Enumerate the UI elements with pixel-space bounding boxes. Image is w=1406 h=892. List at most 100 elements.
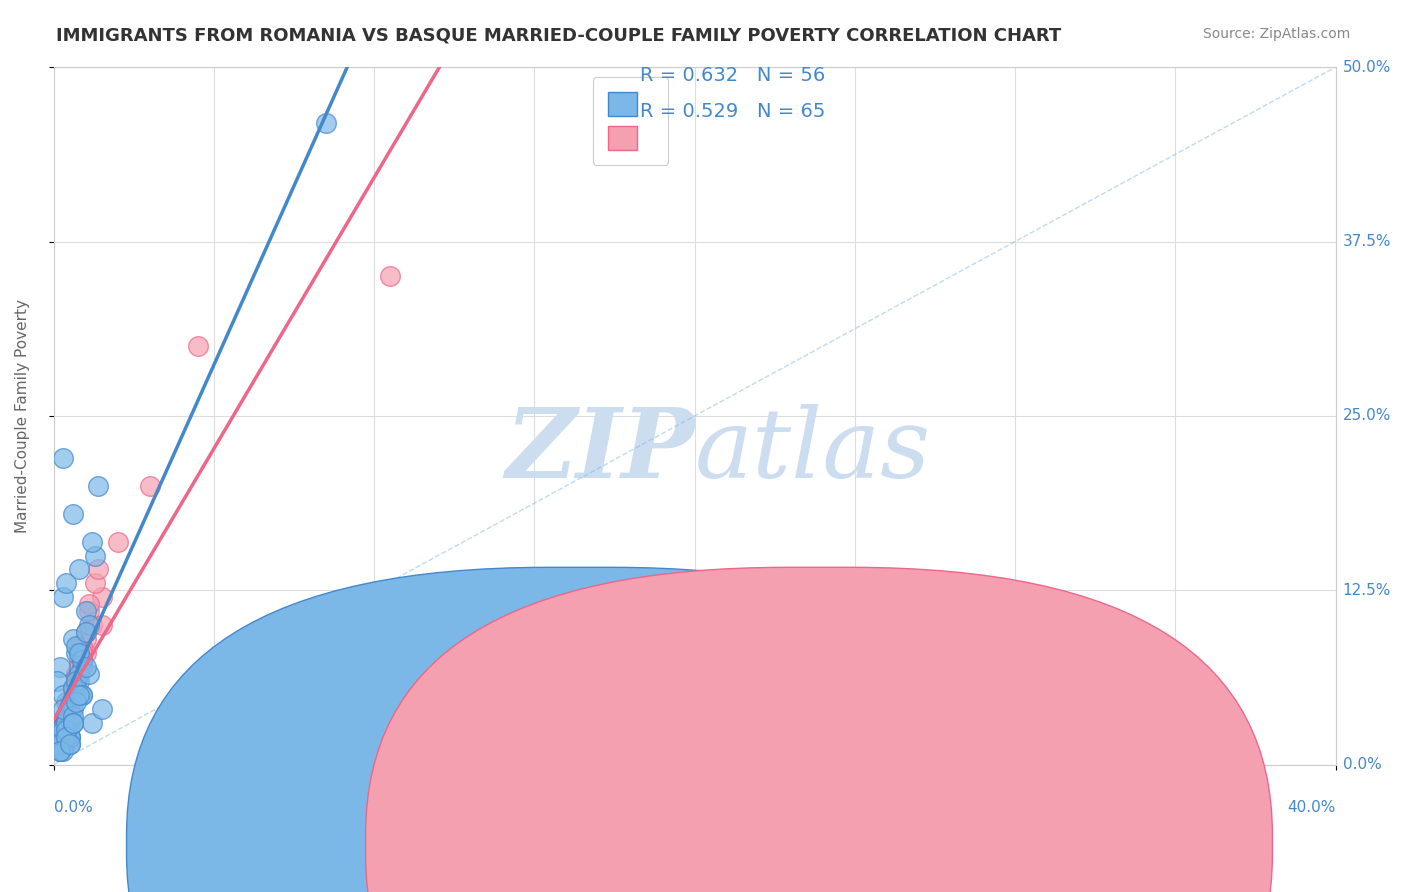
Point bbox=[49, 737, 72, 751]
Point bbox=[72, 653, 94, 667]
Point bbox=[62, 681, 84, 695]
Point bbox=[62, 702, 84, 716]
Point bbox=[65, 667, 87, 681]
Point bbox=[84, 549, 107, 563]
Point bbox=[59, 702, 82, 716]
Point bbox=[59, 695, 82, 709]
Point bbox=[90, 591, 112, 605]
Point bbox=[378, 269, 401, 284]
Point bbox=[67, 639, 90, 653]
Point bbox=[77, 667, 100, 681]
Point bbox=[75, 625, 97, 640]
Point bbox=[65, 646, 87, 660]
Point bbox=[62, 681, 84, 695]
Text: atlas: atlas bbox=[695, 404, 931, 498]
Point bbox=[55, 695, 77, 709]
Point bbox=[55, 716, 77, 731]
Point bbox=[75, 646, 97, 660]
Point bbox=[55, 716, 77, 731]
Point bbox=[45, 674, 67, 689]
Point bbox=[65, 674, 87, 689]
Point bbox=[59, 709, 82, 723]
Point bbox=[59, 695, 82, 709]
Point bbox=[52, 730, 75, 744]
Point bbox=[72, 688, 94, 702]
Point bbox=[49, 737, 72, 751]
Point bbox=[67, 660, 90, 674]
Point bbox=[52, 744, 75, 758]
Point bbox=[52, 688, 75, 702]
Point bbox=[72, 653, 94, 667]
Point bbox=[55, 709, 77, 723]
Text: 40.0%: 40.0% bbox=[1286, 799, 1336, 814]
Text: IMMIGRANTS FROM ROMANIA VS BASQUE MARRIED-COUPLE FAMILY POVERTY CORRELATION CHAR: IMMIGRANTS FROM ROMANIA VS BASQUE MARRIE… bbox=[56, 27, 1062, 45]
Point bbox=[62, 709, 84, 723]
Point bbox=[55, 716, 77, 731]
Point bbox=[84, 576, 107, 591]
Point bbox=[62, 681, 84, 695]
Point bbox=[65, 674, 87, 689]
Point bbox=[72, 688, 94, 702]
Y-axis label: Married-Couple Family Poverty: Married-Couple Family Poverty bbox=[15, 299, 30, 533]
Point bbox=[67, 660, 90, 674]
Point bbox=[55, 709, 77, 723]
Point bbox=[67, 667, 90, 681]
Point bbox=[77, 618, 100, 632]
Point bbox=[77, 598, 100, 612]
Point bbox=[49, 660, 72, 674]
Point bbox=[59, 702, 82, 716]
Point bbox=[187, 339, 209, 353]
Point bbox=[49, 744, 72, 758]
Text: 37.5%: 37.5% bbox=[1343, 234, 1391, 249]
Point bbox=[52, 730, 75, 744]
Point bbox=[80, 618, 103, 632]
Point bbox=[59, 702, 82, 716]
Point bbox=[62, 507, 84, 521]
Point bbox=[67, 674, 90, 689]
Point bbox=[55, 716, 77, 731]
Point bbox=[62, 681, 84, 695]
Point bbox=[59, 737, 82, 751]
Point bbox=[59, 702, 82, 716]
Point bbox=[59, 730, 82, 744]
Point bbox=[90, 618, 112, 632]
Point bbox=[49, 744, 72, 758]
Point bbox=[75, 632, 97, 647]
Point bbox=[65, 667, 87, 681]
Point bbox=[59, 695, 82, 709]
Point bbox=[65, 688, 87, 702]
Point bbox=[62, 688, 84, 702]
Point bbox=[62, 632, 84, 647]
Text: R = 0.632   N = 56: R = 0.632 N = 56 bbox=[640, 66, 825, 86]
Text: 50.0%: 50.0% bbox=[1343, 60, 1391, 75]
Text: 0.0%: 0.0% bbox=[53, 799, 93, 814]
Text: Basques: Basques bbox=[887, 799, 952, 814]
Point bbox=[315, 116, 337, 130]
Text: R = 0.529   N = 65: R = 0.529 N = 65 bbox=[640, 102, 825, 121]
Point bbox=[67, 562, 90, 576]
Point bbox=[107, 534, 129, 549]
Point bbox=[75, 625, 97, 640]
Text: ZIP: ZIP bbox=[505, 404, 695, 498]
Point bbox=[65, 639, 87, 653]
Point bbox=[59, 716, 82, 731]
Point bbox=[52, 591, 75, 605]
Point bbox=[72, 646, 94, 660]
Point bbox=[72, 646, 94, 660]
Point bbox=[80, 534, 103, 549]
Point bbox=[65, 695, 87, 709]
Point bbox=[67, 688, 90, 702]
Point bbox=[77, 604, 100, 618]
Point bbox=[65, 674, 87, 689]
Point bbox=[49, 744, 72, 758]
Point bbox=[75, 604, 97, 618]
Point bbox=[55, 576, 77, 591]
Point bbox=[59, 737, 82, 751]
Point bbox=[59, 730, 82, 744]
Point bbox=[59, 702, 82, 716]
Point bbox=[62, 688, 84, 702]
Point bbox=[65, 674, 87, 689]
Point bbox=[67, 646, 90, 660]
Text: 12.5%: 12.5% bbox=[1343, 582, 1391, 598]
Point bbox=[52, 702, 75, 716]
